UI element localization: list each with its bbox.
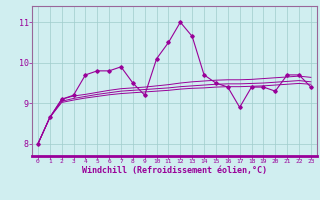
X-axis label: Windchill (Refroidissement éolien,°C): Windchill (Refroidissement éolien,°C) <box>82 166 267 175</box>
